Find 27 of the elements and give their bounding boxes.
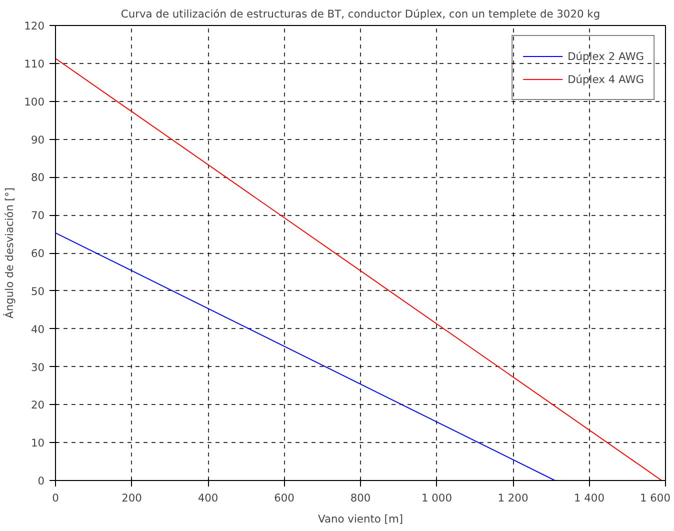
y-tick-label: 70 bbox=[30, 209, 45, 222]
x-tick-label: 1 600 bbox=[640, 492, 671, 504]
y-tick-label: 110 bbox=[24, 57, 45, 70]
y-tick-label: 80 bbox=[30, 171, 45, 184]
x-tick-label: 400 bbox=[198, 492, 218, 504]
y-axis-title: Ángulo de desviación [°] bbox=[3, 188, 16, 318]
x-tick-label: 200 bbox=[122, 492, 142, 504]
y-tick-label: 50 bbox=[30, 284, 45, 298]
x-tick-label: 800 bbox=[350, 492, 371, 504]
x-axis-title: Vano viento [m] bbox=[318, 512, 404, 526]
y-tick-label: 90 bbox=[30, 133, 45, 146]
legend-label: Dúplex 2 AWG bbox=[568, 50, 644, 62]
y-tick-label: 60 bbox=[30, 247, 45, 260]
legend-label: Dúplex 4 AWG bbox=[568, 72, 644, 86]
x-tick-label: 1 400 bbox=[574, 492, 605, 504]
chart-title: Curva de utilización de estructuras de BT, conductor Dúplex, con un templete de 3020 kg bbox=[120, 8, 600, 20]
y-tick-label: 100 bbox=[24, 95, 45, 108]
y-tick-label: 0 bbox=[38, 474, 45, 488]
y-tick-label: 20 bbox=[30, 398, 45, 412]
x-tick-label: 0 bbox=[52, 492, 60, 504]
y-tick-label: 30 bbox=[30, 360, 45, 374]
x-tick-label: 1 200 bbox=[498, 492, 528, 504]
y-tick-label: 10 bbox=[30, 436, 45, 450]
x-tick-label: 600 bbox=[274, 492, 295, 504]
x-tick-label: 1 000 bbox=[421, 492, 452, 504]
y-tick-label: 40 bbox=[30, 322, 45, 336]
y-tick-label: 120 bbox=[24, 20, 45, 32]
